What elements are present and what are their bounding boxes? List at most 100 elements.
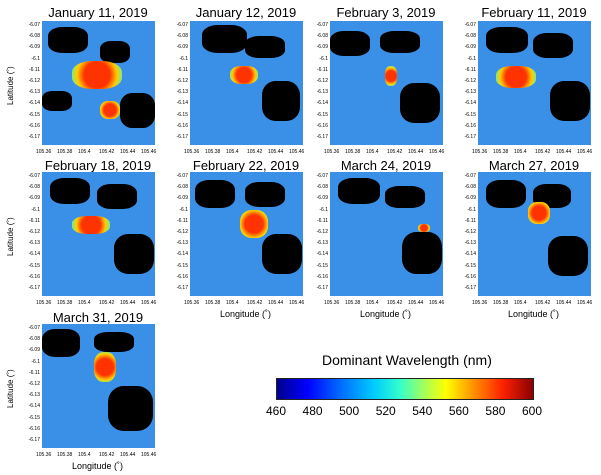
y-tick-label: -6.11 [464, 217, 476, 224]
panel-title: February 18, 2019 [44, 158, 152, 173]
y-tick-label: -6.13 [316, 240, 328, 247]
x-axis-label: Longitude (˚) [72, 461, 124, 471]
x-tick-label: 105.4 [366, 149, 379, 155]
land-mask [550, 81, 590, 121]
y-tick-label: -6.15 [464, 111, 476, 118]
y-tick-label: -6.14 [28, 403, 40, 410]
hotspot-area [100, 101, 120, 119]
y-tick-label: -6.14 [28, 100, 40, 107]
x-tick-label: 105.36 [36, 149, 52, 155]
x-tick-label: 105.44 [556, 300, 572, 306]
y-tick-label: -6.13 [28, 89, 40, 96]
y-tick-label: -6.1 [31, 55, 40, 62]
y-tick-label: -6.16 [316, 122, 328, 129]
y-tick-label: -6.13 [316, 89, 328, 96]
y-tick-label: -6.07 [28, 325, 40, 331]
x-tick-label: 105.42 [247, 149, 263, 155]
y-tick-label: -6.12 [28, 381, 40, 387]
x-tick-label: 105.36 [184, 149, 200, 155]
y-tick-label: -6.12 [464, 229, 476, 235]
panel-title: February 22, 2019 [192, 158, 300, 173]
x-tick-label: 105.44 [408, 300, 424, 306]
x-axis-label: Longitude (˚) [360, 309, 412, 319]
x-tick-label: 105.44 [120, 149, 136, 155]
x-tick-label: 105.36 [324, 149, 340, 155]
x-tick-label: 105.42 [387, 149, 403, 155]
y-tick-label: -6.1 [319, 206, 328, 213]
y-tick-label: -6.09 [464, 195, 476, 202]
land-mask [338, 178, 380, 204]
x-tick-label: 105.36 [324, 300, 340, 306]
y-tick-label: -6.1 [467, 55, 476, 62]
y-tick-label: -6.12 [176, 78, 188, 84]
y-tick-label: -6.14 [316, 100, 328, 107]
y-tick-label: -6.08 [28, 33, 40, 40]
y-tick-label: -6.11 [316, 217, 328, 224]
heatmap-panel [478, 172, 591, 296]
y-tick-label: -6.16 [176, 122, 188, 129]
hotspot-area [496, 66, 536, 88]
y-tick-label: -6.09 [28, 347, 40, 354]
y-tick-label: -6.1 [467, 206, 476, 213]
y-tick-label: -6.14 [316, 251, 328, 258]
x-tick-label: 105.46 [141, 149, 157, 155]
x-tick-label: 105.4 [514, 149, 527, 155]
panel-title: March 31, 2019 [52, 310, 144, 325]
y-tick-label: -6.12 [28, 78, 40, 84]
y-tick-label: -6.12 [316, 229, 328, 235]
y-tick-label: -6.14 [176, 100, 188, 107]
y-tick-label: -6.12 [316, 78, 328, 84]
land-mask [94, 332, 134, 352]
y-tick-label: -6.09 [28, 44, 40, 51]
y-tick-label: -6.16 [28, 425, 40, 432]
y-tick-label: -6.07 [176, 22, 188, 28]
y-tick-label: -6.15 [316, 262, 328, 269]
x-tick-label: 105.44 [556, 149, 572, 155]
y-axis-label: Latitude (˚) [6, 66, 15, 105]
x-tick-label: 105.4 [78, 149, 91, 155]
y-tick-label: -6.16 [464, 122, 476, 129]
y-tick-label: -6.17 [176, 285, 188, 291]
land-mask [108, 386, 153, 431]
y-tick-label: -6.17 [316, 285, 328, 291]
y-tick-label: -6.17 [316, 134, 328, 140]
y-tick-label: -6.15 [316, 111, 328, 118]
hotspot-area [72, 61, 122, 89]
heatmap-panel [42, 21, 155, 145]
x-tick-label: 105.38 [205, 149, 221, 155]
y-tick-label: -6.15 [28, 262, 40, 269]
y-tick-label: -6.12 [464, 78, 476, 84]
y-tick-label: -6.11 [176, 66, 188, 73]
x-tick-label: 105.38 [493, 300, 509, 306]
x-tick-label: 105.36 [36, 452, 52, 458]
y-tick-label: -6.07 [28, 22, 40, 28]
heatmap-panel [42, 324, 155, 448]
hotspot-area [528, 202, 550, 224]
land-mask [120, 93, 155, 128]
hotspot-area [230, 66, 258, 84]
x-tick-label: 105.42 [99, 300, 115, 306]
x-tick-label: 105.42 [99, 149, 115, 155]
y-tick-label: -6.16 [28, 273, 40, 280]
y-tick-label: -6.17 [28, 437, 40, 443]
x-axis-label: Longitude (˚) [508, 309, 560, 319]
x-tick-label: 105.42 [99, 452, 115, 458]
y-tick-label: -6.16 [28, 122, 40, 129]
x-tick-label: 105.36 [472, 149, 488, 155]
land-mask [48, 27, 88, 53]
panel-title: February 11, 2019 [481, 5, 587, 20]
y-tick-label: -6.08 [464, 33, 476, 40]
colorbar-tick-label: 460 [265, 404, 287, 418]
y-tick-label: -6.13 [176, 89, 188, 96]
hotspot-area [418, 224, 430, 232]
land-mask [42, 91, 72, 111]
land-mask [400, 83, 440, 123]
y-tick-label: -6.15 [28, 414, 40, 421]
y-tick-label: -6.08 [176, 184, 188, 191]
y-tick-label: -6.1 [31, 358, 40, 365]
x-tick-label: 105.4 [226, 300, 239, 306]
panel-title: March 27, 2019 [488, 158, 580, 173]
y-tick-label: -6.17 [28, 134, 40, 140]
colorbar-tick-label: 600 [521, 404, 543, 418]
x-tick-label: 105.4 [514, 300, 527, 306]
